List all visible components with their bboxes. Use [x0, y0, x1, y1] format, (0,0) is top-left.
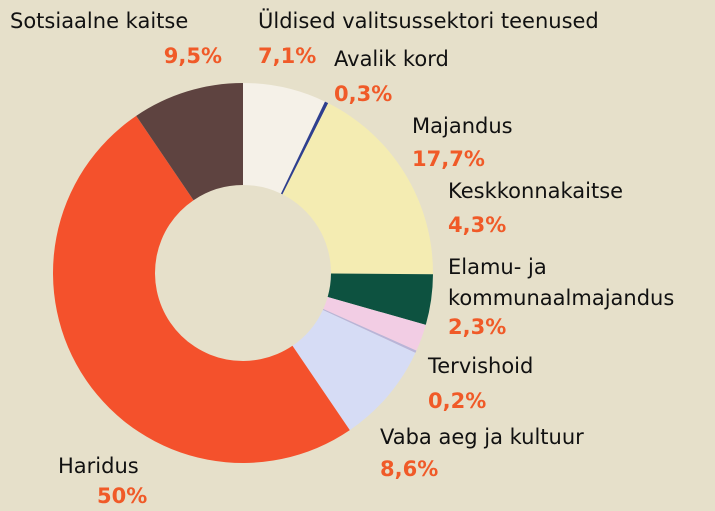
segment-name: Sotsiaalne kaitse: [10, 9, 188, 33]
donut-segment: [322, 308, 417, 353]
segment-name: Keskkonnakaitse: [448, 179, 623, 203]
donut-segment: [53, 115, 350, 464]
segment-name: Üldised valitsussektori teenused: [258, 8, 599, 33]
donut-segment: [282, 103, 433, 275]
segment-name: Haridus: [58, 454, 139, 478]
segment-value: 50%: [97, 484, 147, 508]
segment-value: 2,3%: [448, 315, 506, 339]
segment-name: Elamu- ja kommunaalmajandus: [448, 255, 674, 310]
segment-value: 9,5%: [164, 44, 222, 68]
segment-value: 17,7%: [412, 147, 485, 171]
donut-segment: [327, 273, 433, 325]
segment-value: 8,6%: [380, 457, 438, 481]
segment-name: Vaba aeg ja kultuur: [380, 425, 584, 449]
segment-name: Avalik kord: [334, 47, 449, 71]
donut-segment: [323, 297, 426, 351]
donut-segment: [136, 83, 243, 201]
segment-value: 4,3%: [448, 213, 506, 237]
segment-value: 7,1%: [258, 44, 316, 68]
donut-segment: [292, 309, 416, 431]
segment-name: Majandus: [412, 114, 513, 138]
donut-segment: [243, 83, 325, 194]
segment-value: 0,3%: [334, 82, 392, 106]
donut-segment: [280, 101, 329, 195]
segment-value: 0,2%: [428, 389, 486, 413]
segment-name: Tervishoid: [427, 354, 533, 378]
